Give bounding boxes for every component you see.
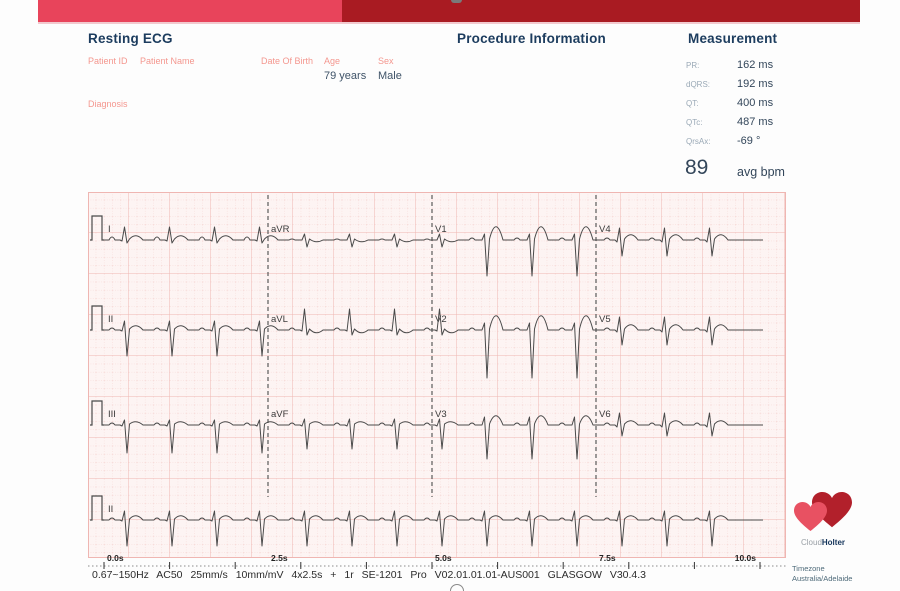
lead-label-aVR: aVR [271,224,290,235]
date-of-birth-label: Date Of Birth [261,56,314,66]
ecg-trace-row-3 [104,412,763,460]
avg-bpm-value: 89 [685,156,709,179]
header-bar-right-segment [342,0,860,22]
sex-label: Sex [378,56,394,66]
lead-label-II: II [108,314,113,325]
header-bar-left-segment [38,0,342,22]
lead-label-aVL: aVL [271,314,288,325]
heart-light-icon [794,502,827,532]
lead-label-II: II [108,504,113,515]
time-axis-label: 10.0s [735,553,757,563]
measurement-section-title: Measurement [688,31,778,46]
ecg-grid-major [88,192,786,558]
qrsax-value: -69 ° [737,135,761,147]
page-indicator-circle [450,584,464,591]
qt-value: 400 ms [737,97,774,109]
top-center-glyph [451,0,462,3]
timezone-info: Timezone Australia/Adelaide [792,564,852,584]
page-title: Resting ECG [88,31,173,46]
pr-label: PR: [686,61,700,70]
qtc-value: 487 ms [737,116,774,128]
lead-label-aVF: aVF [271,409,289,420]
timezone-value: Australia/Adelaide [792,574,853,583]
logo-text-holter: Holter [821,538,846,547]
calibration-pulse [90,215,104,241]
ecg-trace-row-2 [104,308,763,379]
lead-label-V1: V1 [435,224,447,235]
sex-value: Male [378,70,402,82]
ecg-settings-line: 0.67~150Hz AC50 25mm/s 10mm/mV 4x2.5s + … [92,569,647,581]
age-label: Age [324,56,341,66]
diagnosis-label: Diagnosis [88,99,128,109]
time-axis-label: 7.5s [599,553,616,563]
calibration-pulse [90,495,104,521]
time-axis-label: 0.0s [107,553,124,563]
cloudholter-hearts-icon [794,492,852,532]
lead-label-III: III [108,409,116,420]
qtc-label: QTc: [686,118,703,127]
dqrs-label: dQRS: [686,80,711,89]
age-value: 79 years [324,70,367,82]
patient-id-label: Patient ID [88,56,128,66]
calibration-pulse [90,305,104,331]
time-axis-label: 2.5s [271,553,288,563]
qt-label: QT: [686,99,699,108]
dqrs-value: 192 ms [737,78,774,90]
lead-label-I: I [108,224,111,235]
ecg-trace-row-1 [104,226,763,277]
ecg-trace-row-4 [104,510,763,547]
cloudholter-logo-text: CloudHolter [792,538,854,547]
ecg-grid-border [88,192,786,558]
cloudholter-logo: CloudHolter [792,492,854,547]
logo-text-cloud: Cloud [800,538,822,547]
lead-label-V5: V5 [599,314,611,325]
patient-name-label: Patient Name [140,56,195,66]
lead-label-V4: V4 [599,224,611,235]
calibration-pulse [90,400,104,426]
time-axis-label: 5.0s [435,553,452,563]
lead-label-V6: V6 [599,409,611,420]
lead-label-V3: V3 [435,409,447,420]
avg-bpm-unit: avg bpm [737,165,785,179]
pr-value: 162 ms [737,59,774,71]
header-bar-underline [38,22,860,24]
procedure-section-title: Procedure Information [457,31,606,46]
timezone-label: Timezone [792,564,825,573]
qrsax-label: QrsAx: [686,137,711,146]
